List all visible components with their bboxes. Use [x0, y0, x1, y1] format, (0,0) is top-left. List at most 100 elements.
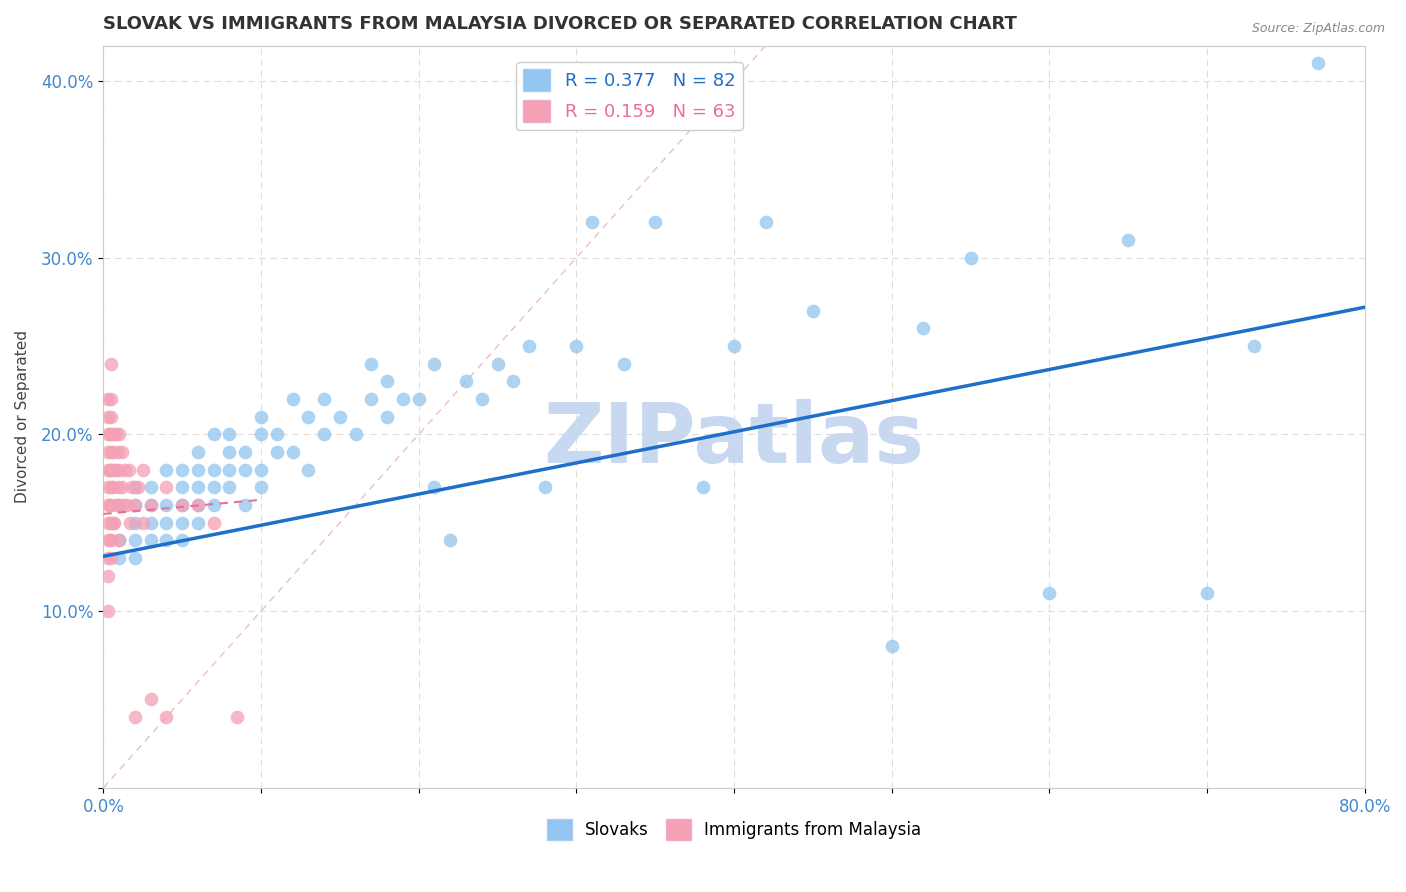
Point [155, 710, 177, 724]
Point [107, 480, 129, 494]
Point [202, 498, 225, 512]
Point [314, 392, 336, 406]
Point [108, 498, 131, 512]
Text: SLOVAK VS IMMIGRANTS FROM MALAYSIA DIVORCED OR SEPARATED CORRELATION CHART: SLOVAK VS IMMIGRANTS FROM MALAYSIA DIVOR… [103, 15, 1017, 33]
Point [1116, 233, 1139, 247]
Point [534, 480, 557, 494]
Point [912, 321, 935, 335]
Point [111, 445, 134, 459]
Point [266, 427, 288, 442]
Point [502, 375, 524, 389]
Point [132, 516, 155, 530]
Point [297, 463, 319, 477]
Point [101, 516, 124, 530]
Point [104, 498, 127, 512]
Point [100, 498, 122, 512]
Point [233, 498, 256, 512]
Point [218, 427, 240, 442]
Text: ZIPatlas: ZIPatlas [544, 399, 925, 480]
Point [408, 392, 430, 406]
Point [959, 251, 981, 265]
Point [114, 463, 136, 477]
Point [124, 498, 146, 512]
Point [454, 375, 477, 389]
Point [226, 710, 249, 724]
Point [108, 427, 131, 442]
Point [97, 392, 120, 406]
Legend: Slovaks, Immigrants from Malaysia: Slovaks, Immigrants from Malaysia [540, 813, 928, 847]
Point [880, 640, 903, 654]
Point [486, 357, 509, 371]
Point [98, 533, 121, 548]
Point [97, 533, 120, 548]
Point [98, 427, 121, 442]
Point [103, 427, 125, 442]
Point [155, 533, 177, 548]
Point [375, 375, 398, 389]
Point [139, 533, 162, 548]
Point [124, 710, 146, 724]
Point [172, 533, 194, 548]
Text: Source: ZipAtlas.com: Source: ZipAtlas.com [1251, 22, 1385, 36]
Point [107, 445, 129, 459]
Point [100, 516, 122, 530]
Point [103, 463, 125, 477]
Point [581, 215, 603, 229]
Point [100, 480, 122, 494]
Point [233, 463, 256, 477]
Point [108, 551, 131, 566]
Point [1038, 586, 1060, 600]
Point [155, 463, 177, 477]
Point [329, 409, 352, 424]
Point [124, 480, 146, 494]
Point [281, 392, 304, 406]
Point [360, 357, 382, 371]
Point [100, 551, 122, 566]
Point [172, 516, 194, 530]
Point [360, 392, 382, 406]
Point [100, 427, 122, 442]
Point [266, 445, 288, 459]
Point [187, 445, 209, 459]
Point [1243, 339, 1265, 353]
Point [644, 215, 666, 229]
Point [801, 303, 824, 318]
Point [124, 498, 146, 512]
Point [100, 409, 122, 424]
Point [111, 480, 134, 494]
Point [172, 480, 194, 494]
Point [124, 516, 146, 530]
Point [187, 463, 209, 477]
Point [97, 427, 120, 442]
Point [112, 498, 135, 512]
Point [155, 498, 177, 512]
Point [100, 445, 122, 459]
Point [98, 463, 121, 477]
Point [120, 516, 142, 530]
Point [100, 463, 122, 477]
Point [97, 569, 120, 583]
Point [97, 516, 120, 530]
Point [100, 357, 122, 371]
Point [101, 480, 124, 494]
Point [155, 516, 177, 530]
Point [250, 409, 273, 424]
Point [127, 480, 149, 494]
Point [100, 392, 122, 406]
Point [281, 445, 304, 459]
Point [218, 463, 240, 477]
Point [1197, 586, 1219, 600]
Point [139, 516, 162, 530]
Point [139, 480, 162, 494]
Point [97, 463, 120, 477]
Point [471, 392, 494, 406]
Point [202, 463, 225, 477]
Point [218, 445, 240, 459]
Point [218, 480, 240, 494]
Point [132, 463, 155, 477]
Point [613, 357, 636, 371]
Point [97, 498, 120, 512]
Point [692, 480, 714, 494]
Point [187, 516, 209, 530]
Point [108, 533, 131, 548]
